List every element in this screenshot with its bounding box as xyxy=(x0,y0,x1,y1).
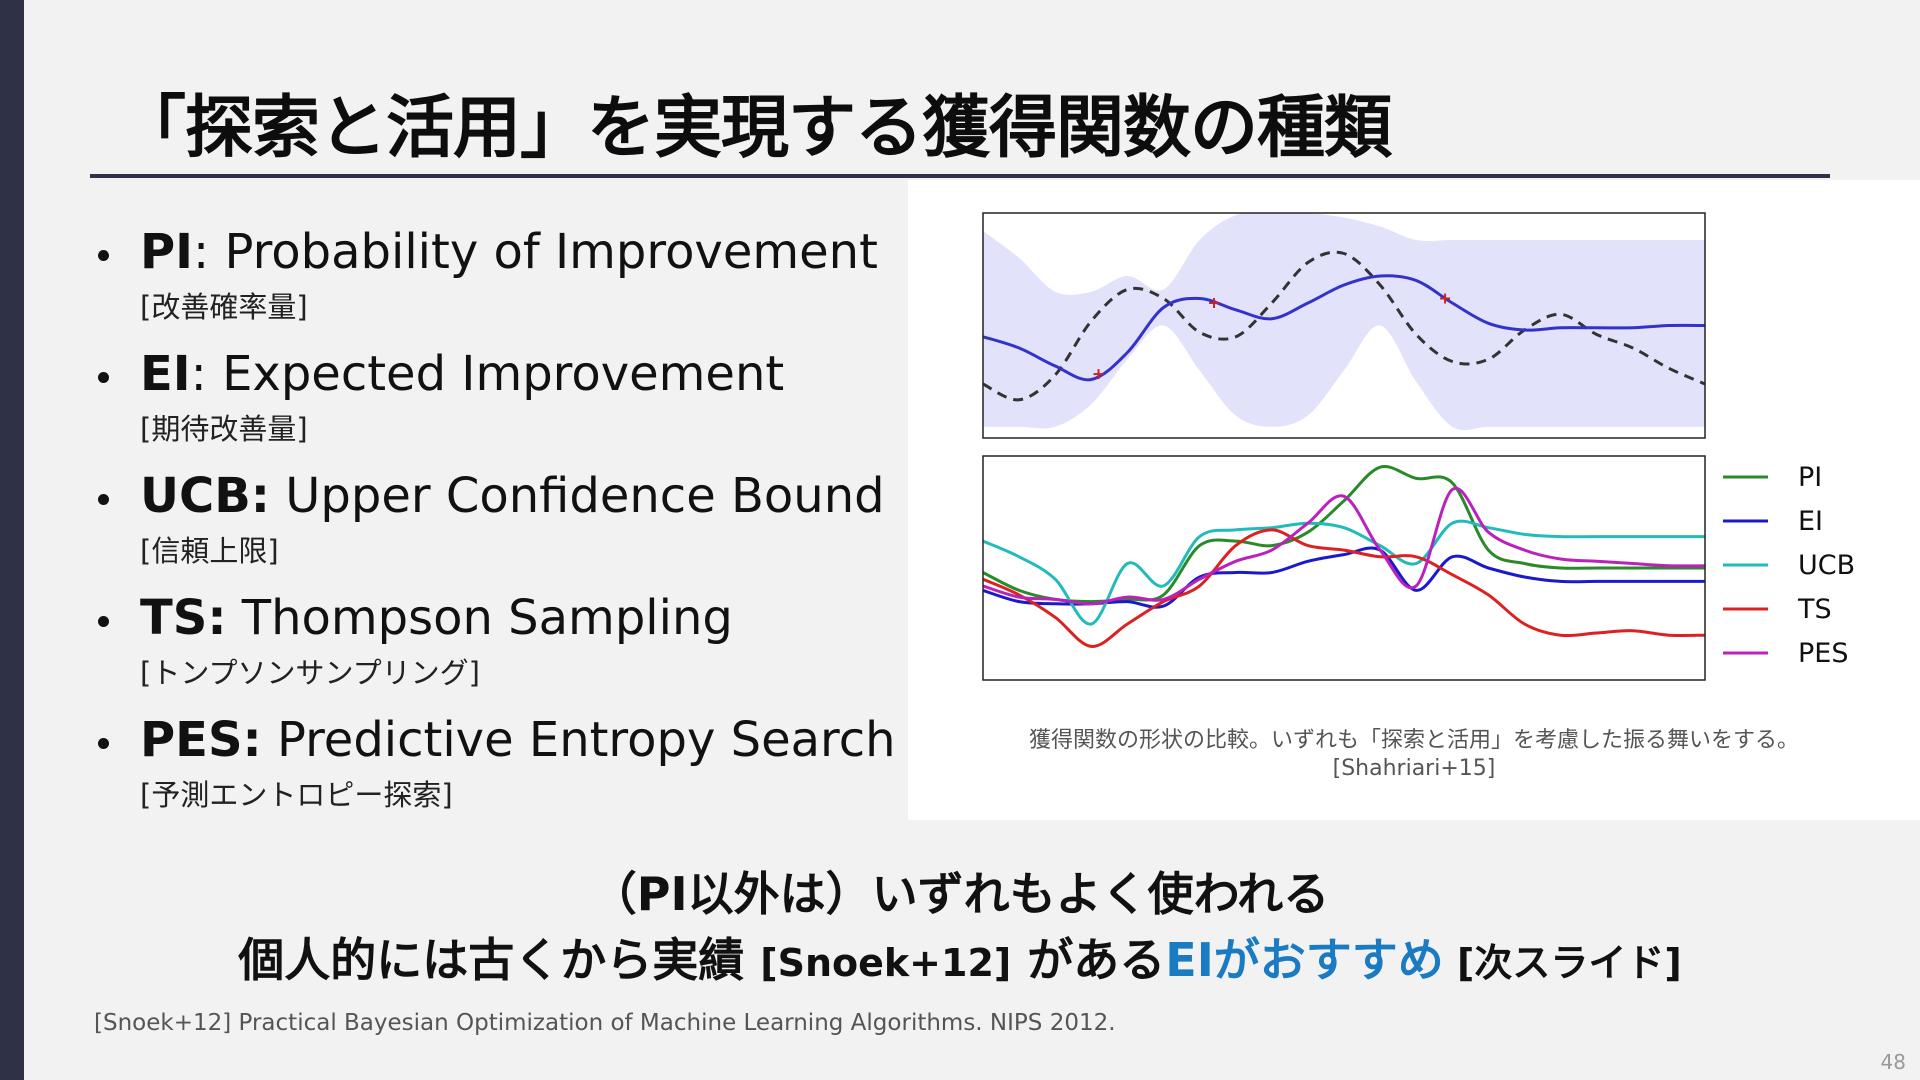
bullet-abbr: PES: xyxy=(140,712,262,768)
legend-label-ei: EI xyxy=(1798,506,1823,537)
bullet-sep: : xyxy=(193,224,225,280)
bullet-text: Expected Improvement xyxy=(222,346,785,402)
list-item-ts: TS: Thompson Sampling [トンプソンサンプリング] xyxy=(92,588,892,710)
bullet-dot xyxy=(98,372,109,383)
bullet-main: TS: Thompson Sampling xyxy=(140,590,733,646)
bullet-abbr: TS: xyxy=(140,590,227,646)
bullet-abbr: PI xyxy=(140,224,194,280)
bullet-sep xyxy=(227,590,242,646)
series-line-ucb xyxy=(982,519,1705,626)
bullet-dot xyxy=(98,494,109,505)
summary-line-2: 個人的には古くから実績 [Snoek+12] があるEIがおすすめ [次スライド… xyxy=(0,924,1920,990)
series-line-pes xyxy=(982,486,1706,606)
figure-citation: [Shahriari+15] xyxy=(1332,756,1496,781)
bullet-text: Predictive Entropy Search xyxy=(277,712,896,768)
bullet-dot xyxy=(98,738,109,749)
bullet-main: UCB: Upper Confidence Bound xyxy=(140,468,885,524)
summary-text: がある xyxy=(1011,933,1166,987)
acquisition-function-figure: PI EI UCB TS PES xyxy=(982,212,1855,681)
series-line-ts xyxy=(982,528,1706,648)
list-item-pi: PI: Probability of Improvement [改善確率量] xyxy=(92,222,892,344)
summary-text: 個人的には古くから実績 xyxy=(238,933,761,987)
legend-label-pi: PI xyxy=(1798,462,1822,493)
figure-caption: 獲得関数の形状の比較。いずれも「探索と活用」を考慮した振る舞いをする。 xyxy=(1028,728,1799,753)
summary-recommendation: EIがおすすめ xyxy=(1165,933,1444,987)
list-item-ucb: UCB: Upper Confidence Bound [信頼上限] xyxy=(92,466,892,588)
bullet-translation: [トンプソンサンプリング] xyxy=(140,656,480,690)
bullet-translation: [信頼上限] xyxy=(140,534,279,568)
bullet-text: Upper Confidence Bound xyxy=(285,468,885,524)
bullet-translation: [改善確率量] xyxy=(140,290,308,324)
bullet-abbr: EI xyxy=(140,346,191,402)
left-accent-bar xyxy=(0,0,24,1080)
bullet-dot xyxy=(98,616,109,627)
title-divider xyxy=(90,174,1830,178)
bullet-translation: [予測エントロピー探索] xyxy=(140,778,453,812)
bottom-plot-frame xyxy=(982,455,1706,681)
bullet-sep xyxy=(262,712,277,768)
bullet-dot xyxy=(98,250,109,261)
bullet-text: Thompson Sampling xyxy=(241,590,733,646)
list-item-pes: PES: Predictive Entropy Search [予測エントロピー… xyxy=(92,710,896,832)
legend-label-ts: TS xyxy=(1797,594,1832,625)
bullet-sep: : xyxy=(190,346,223,402)
top-plot-frame xyxy=(982,212,1706,439)
bullet-translation: [期待改善量] xyxy=(140,412,308,446)
bullet-abbr: UCB: xyxy=(140,468,270,524)
page-number: 48 xyxy=(1880,1050,1906,1074)
slide-title: 「探索と活用」を実現する獲得関数の種類 xyxy=(118,89,1392,168)
bullet-main: EI: Expected Improvement xyxy=(140,346,784,402)
bullet-main: PI: Probability of Improvement xyxy=(140,224,878,280)
bullet-sep xyxy=(270,468,285,524)
summary-next-slide-note: [次スライド] xyxy=(1443,941,1682,985)
summary-line-1: （PI以外は）いずれもよく使われる xyxy=(590,867,1330,921)
bullet-text: Probability of Improvement xyxy=(224,224,878,280)
figure-panel: PI EI UCB TS PES 獲得関数の形状の比較。いずれも「探索と活用」を考慮した… xyxy=(908,180,1920,820)
list-item-ei: EI: Expected Improvement [期待改善量] xyxy=(92,344,892,466)
bullet-main: PES: Predictive Entropy Search xyxy=(140,712,896,768)
summary-citation: [Snoek+12] xyxy=(760,941,1012,985)
uncertainty-band xyxy=(983,212,1705,431)
acquisition-function-list: PI: Probability of Improvement [改善確率量] E… xyxy=(92,222,896,832)
legend-label-pes: PES xyxy=(1798,638,1848,669)
reference-note: [Snoek+12] Practical Bayesian Optimizati… xyxy=(94,1010,1116,1036)
legend-label-ucb: UCB xyxy=(1798,550,1855,581)
series-line-ei xyxy=(982,546,1705,609)
